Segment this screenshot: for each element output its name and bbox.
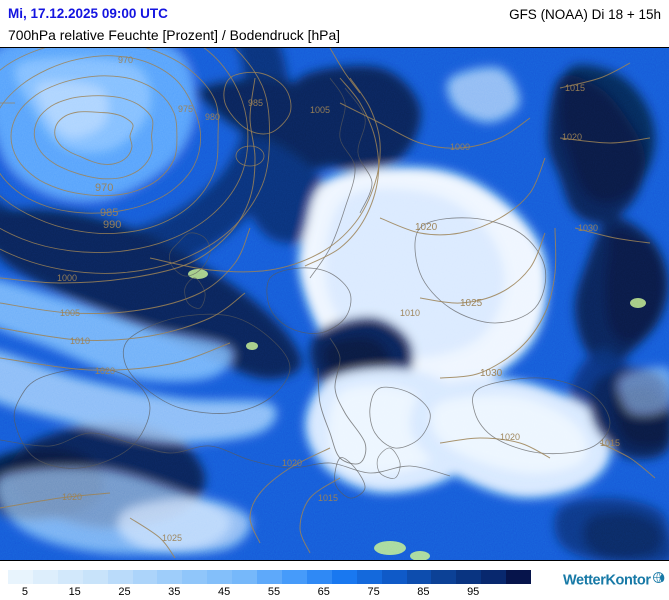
svg-text:1010: 1010 bbox=[70, 336, 90, 346]
svg-text:985: 985 bbox=[248, 98, 263, 108]
svg-text:1020: 1020 bbox=[95, 366, 115, 376]
svg-text:1020: 1020 bbox=[500, 432, 520, 442]
svg-text:1020: 1020 bbox=[282, 458, 302, 468]
svg-text:975: 975 bbox=[178, 104, 193, 114]
svg-text:1030: 1030 bbox=[480, 368, 503, 379]
svg-text:990: 990 bbox=[103, 219, 121, 231]
svg-text:1000: 1000 bbox=[57, 273, 77, 283]
svg-text:1015: 1015 bbox=[318, 493, 338, 503]
svg-text:1005: 1005 bbox=[60, 308, 80, 318]
svg-text:1020: 1020 bbox=[415, 222, 438, 233]
svg-text:1015: 1015 bbox=[600, 438, 620, 448]
svg-text:1025: 1025 bbox=[162, 533, 182, 543]
svg-text:1020: 1020 bbox=[562, 132, 582, 142]
svg-text:970: 970 bbox=[118, 55, 133, 65]
svg-text:1015: 1015 bbox=[565, 83, 585, 93]
svg-text:1000: 1000 bbox=[450, 142, 470, 152]
svg-text:1020: 1020 bbox=[62, 492, 82, 502]
svg-text:1010: 1010 bbox=[400, 308, 420, 318]
svg-text:1030: 1030 bbox=[578, 223, 598, 233]
svg-text:1025: 1025 bbox=[460, 298, 483, 309]
svg-text:980: 980 bbox=[205, 112, 220, 122]
svg-text:985: 985 bbox=[100, 207, 118, 219]
svg-text:1005: 1005 bbox=[310, 105, 330, 115]
svg-text:WetterKontor: WetterKontor bbox=[563, 573, 651, 589]
svg-text:970: 970 bbox=[95, 182, 113, 194]
